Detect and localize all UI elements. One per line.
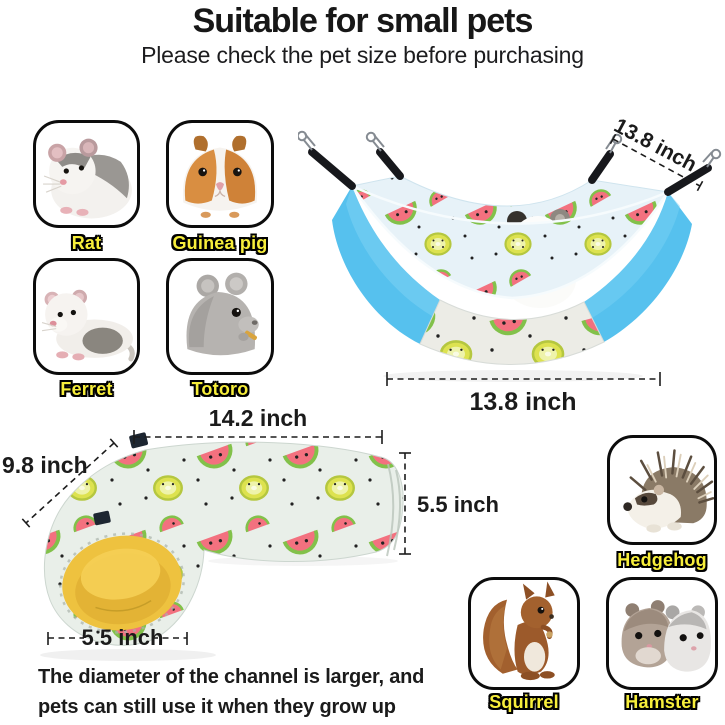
hedgehog-photo-card — [607, 435, 717, 545]
guinea-pig-photo-card — [166, 120, 274, 228]
tunnel-bottom-dim-label: 5.5 inch — [81, 625, 164, 650]
tunnel-right-dim-label: 5.5 inch — [417, 492, 499, 517]
tunnel-left-dim-label: 9.8 inch — [2, 452, 88, 478]
ferret-photo — [41, 289, 135, 362]
page-title: Suitable for small pets — [192, 2, 534, 40]
ferret-photo-card — [33, 258, 140, 375]
guinea-pig-label: Guinea pig — [172, 233, 268, 253]
totoro-label: Totoro — [191, 379, 249, 399]
hammock-width-dim-label: 13.8 inch — [469, 388, 577, 416]
hedgehog-photo — [623, 449, 714, 533]
page-subtitle: Please check the pet size before purchas… — [141, 42, 584, 68]
squirrel-label: Squirrel — [489, 692, 559, 712]
hamster-photo — [621, 600, 711, 672]
product-note-line2: pets can still use it when they grow up — [38, 696, 396, 718]
rat-photo-card — [33, 120, 140, 228]
hedgehog-label: Hedgehog — [617, 550, 707, 570]
tunnel-opening — [59, 532, 185, 634]
ferret-label: Ferret — [60, 379, 113, 399]
squirrel-photo — [483, 581, 555, 681]
rat-photo — [43, 138, 132, 219]
product-note: The diameter of the channel is larger, a… — [38, 662, 508, 722]
totoro-photo — [186, 272, 259, 356]
hamster-photo-card — [606, 577, 718, 690]
hamster-label: Hamster — [625, 692, 699, 712]
tunnel-gathered-end — [386, 463, 401, 557]
rat-label: Rat — [71, 233, 102, 253]
totoro-photo-card — [166, 258, 274, 375]
squirrel-photo-card — [468, 577, 580, 690]
hammock-front-pocket — [348, 182, 672, 300]
product-note-line1: The diameter of the channel is larger, a… — [38, 666, 425, 688]
hammock-bottom-layer — [332, 186, 692, 382]
guinea-pig-photo — [182, 135, 258, 218]
hammock-product-photo — [298, 130, 722, 382]
tunnel-top-dim-label: 14.2 inch — [208, 405, 308, 431]
tunnel-hanging-tab — [129, 432, 149, 449]
